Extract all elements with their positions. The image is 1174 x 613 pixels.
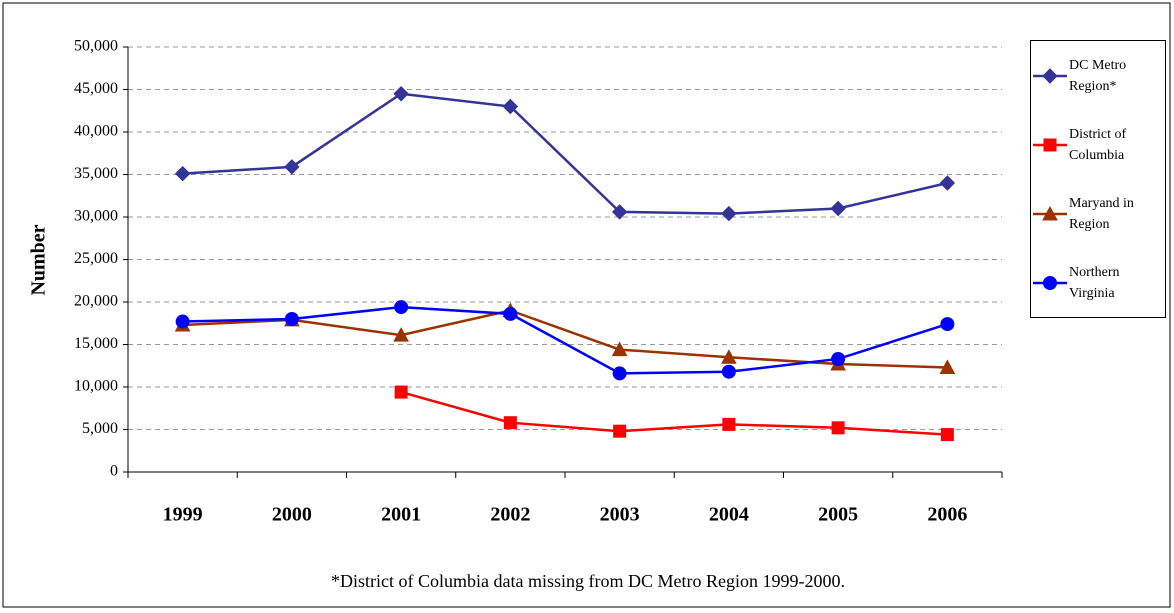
- x-tick-label: 2003: [600, 504, 640, 526]
- legend-label: Northern Virginia: [1069, 264, 1120, 301]
- series-line: [400, 390, 948, 436]
- y-tick-label: 40,000: [74, 123, 118, 140]
- marker: [939, 175, 956, 191]
- y-tick-label: 45,000: [74, 80, 118, 97]
- marker: [721, 364, 736, 379]
- marker: [1042, 205, 1058, 220]
- legend: DC Metro Region* District of Columbia Mary…: [1030, 40, 1166, 318]
- x-tick-label: 2001: [381, 504, 421, 526]
- y-tick-label: 20,000: [74, 293, 118, 310]
- series-line: [182, 309, 948, 369]
- legend-swatch: [1033, 138, 1067, 151]
- marker: [1043, 275, 1057, 290]
- marker: [1043, 138, 1057, 151]
- marker: [721, 349, 737, 364]
- footnote: *District of Columbia data missing from …: [331, 571, 845, 591]
- y-tick-label: 50,000: [74, 38, 118, 55]
- marker: [831, 421, 845, 435]
- y-tick-label: 25,000: [74, 250, 118, 267]
- y-tick-label: 10,000: [74, 378, 118, 395]
- marker: [939, 359, 956, 374]
- marker: [830, 200, 846, 217]
- legend-label: DC Metro Region*: [1069, 57, 1127, 94]
- legend-item: Northern Virginia: [1031, 248, 1165, 317]
- marker: [721, 205, 737, 222]
- series-line: [182, 305, 948, 375]
- legend-item: District of Columbia: [1031, 110, 1165, 179]
- marker: [612, 366, 627, 381]
- x-tick-label: 2004: [709, 504, 749, 526]
- marker: [174, 165, 191, 182]
- legend-swatch: [1033, 275, 1067, 290]
- y-axis-label: Number: [28, 224, 50, 295]
- marker: [394, 300, 409, 315]
- marker: [175, 314, 190, 329]
- marker: [1042, 67, 1058, 84]
- x-tick-label: 1999: [163, 504, 203, 526]
- marker: [284, 312, 299, 326]
- y-tick-label: 5,000: [82, 420, 118, 437]
- legend-item: DC Metro Region*: [1031, 41, 1165, 110]
- marker: [831, 351, 846, 366]
- legend-swatch: [1033, 205, 1067, 220]
- marker: [503, 306, 518, 321]
- y-tick-label: 0: [110, 463, 118, 480]
- legend-swatch: [1033, 67, 1067, 84]
- y-tick-label: 15,000: [74, 335, 118, 352]
- x-tick-label: 2006: [927, 504, 967, 526]
- marker: [611, 204, 628, 220]
- marker: [722, 417, 736, 431]
- marker: [502, 98, 519, 115]
- y-tick-label: 30,000: [74, 208, 118, 225]
- marker: [611, 341, 628, 357]
- marker: [613, 424, 627, 438]
- marker: [940, 428, 954, 442]
- y-tick-label: 35,000: [74, 165, 118, 182]
- marker: [940, 317, 955, 332]
- marker: [284, 159, 300, 175]
- series-line: [182, 92, 948, 215]
- x-tick-label: 2005: [818, 504, 858, 526]
- marker: [393, 327, 409, 342]
- marker: [503, 416, 517, 430]
- marker: [393, 86, 409, 102]
- x-tick-label: 2002: [490, 504, 530, 526]
- marker: [394, 385, 408, 399]
- legend-item: Maryand in Region: [1031, 179, 1165, 248]
- x-tick-label: 2000: [272, 504, 312, 526]
- legend-label: District of Columbia: [1069, 126, 1127, 163]
- legend-label: Maryand in Region: [1069, 195, 1134, 232]
